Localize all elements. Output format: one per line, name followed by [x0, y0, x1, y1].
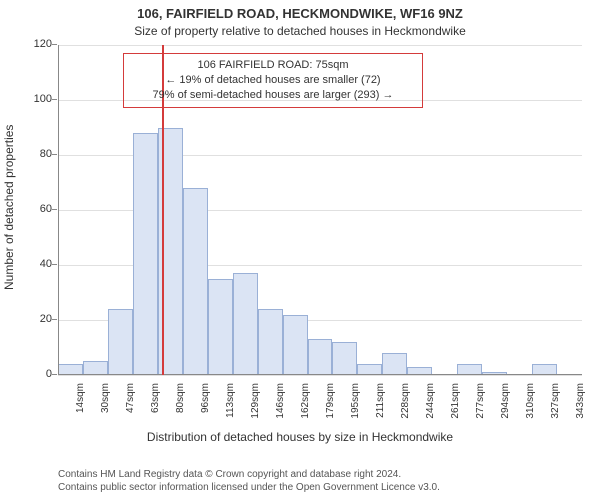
x-tick-label: 261sqm — [450, 383, 461, 431]
x-tick-label: 277sqm — [475, 383, 486, 431]
histogram-bar — [308, 339, 333, 375]
chart-title: 106, FAIRFIELD ROAD, HECKMONDWIKE, WF16 … — [0, 6, 600, 21]
x-tick-label: 129sqm — [250, 383, 261, 431]
x-tick-label: 30sqm — [100, 383, 111, 431]
chart-subtitle: Size of property relative to detached ho… — [0, 24, 600, 38]
histogram-bar — [133, 133, 158, 375]
y-tick-label: 0 — [24, 368, 52, 380]
plot-area: 106 FAIRFIELD ROAD: 75sqm← 19% of detach… — [58, 45, 582, 375]
x-tick-label: 310sqm — [525, 383, 536, 431]
x-tick-label: 113sqm — [225, 383, 236, 431]
x-tick-label: 294sqm — [500, 383, 511, 431]
y-tick-label: 80 — [24, 148, 52, 160]
histogram-bar — [332, 342, 357, 375]
x-tick-label: 343sqm — [575, 383, 586, 431]
x-tick-label: 244sqm — [425, 383, 436, 431]
histogram-bar — [208, 279, 233, 375]
x-tick-label: 14sqm — [75, 383, 86, 431]
x-tick-label: 211sqm — [375, 383, 386, 431]
y-tick-label: 120 — [24, 38, 52, 50]
copyright-line: Contains HM Land Registry data © Crown c… — [58, 468, 590, 481]
x-tick-label: 80sqm — [175, 383, 186, 431]
histogram-bar — [108, 309, 133, 375]
annotation-line: 79% of semi-detached houses are larger (… — [130, 88, 416, 103]
y-axis-line — [58, 45, 59, 375]
x-tick-label: 146sqm — [275, 383, 286, 431]
annotation-line: ← 19% of detached houses are smaller (72… — [130, 73, 416, 88]
x-axis-label: Distribution of detached houses by size … — [0, 430, 600, 444]
chart-container: 106, FAIRFIELD ROAD, HECKMONDWIKE, WF16 … — [0, 0, 600, 500]
y-tick-label: 20 — [24, 313, 52, 325]
x-axis-line — [58, 374, 582, 375]
grid-line — [58, 375, 582, 376]
histogram-bar — [183, 188, 208, 375]
y-tick-label: 100 — [24, 93, 52, 105]
y-tick-label: 60 — [24, 203, 52, 215]
histogram-bar — [233, 273, 258, 375]
x-tick-label: 179sqm — [325, 383, 336, 431]
copyright-notice: Contains HM Land Registry data © Crown c… — [58, 468, 590, 494]
histogram-bar — [283, 315, 308, 376]
histogram-bar — [83, 361, 108, 375]
x-tick-label: 162sqm — [300, 383, 311, 431]
histogram-bar — [258, 309, 283, 375]
annotation-box: 106 FAIRFIELD ROAD: 75sqm← 19% of detach… — [123, 53, 423, 108]
x-tick-label: 195sqm — [350, 383, 361, 431]
y-tick-label: 40 — [24, 258, 52, 270]
annotation-line: 106 FAIRFIELD ROAD: 75sqm — [130, 58, 416, 73]
grid-line — [58, 45, 582, 46]
x-tick-label: 228sqm — [400, 383, 411, 431]
copyright-line: Contains public sector information licen… — [58, 481, 590, 494]
x-tick-label: 96sqm — [200, 383, 211, 431]
x-tick-label: 63sqm — [150, 383, 161, 431]
x-tick-label: 47sqm — [125, 383, 136, 431]
x-tick-label: 327sqm — [550, 383, 561, 431]
y-axis-label: Number of detached properties — [2, 125, 16, 290]
histogram-bar — [382, 353, 407, 375]
